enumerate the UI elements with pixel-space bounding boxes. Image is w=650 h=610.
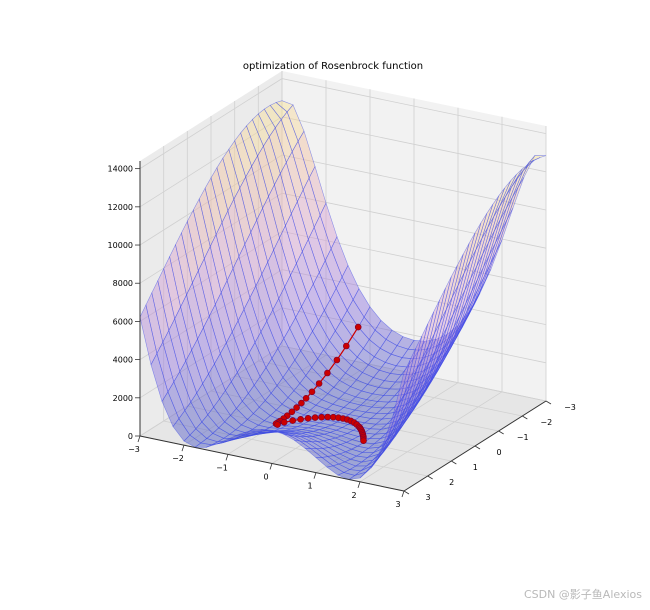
x-tick-label: −3 — [128, 445, 140, 454]
path-point — [293, 404, 300, 411]
x-tick-label: −2 — [172, 454, 184, 463]
x-tick-mark — [181, 445, 185, 452]
y-tick-label: −2 — [540, 418, 552, 427]
z-tick-label: 8000 — [113, 279, 133, 288]
z-tick-label: 12000 — [108, 203, 133, 212]
y-tick-label: 2 — [449, 478, 454, 487]
watermark-text: CSDN @影子鱼Alexios — [523, 588, 642, 601]
axes-grid — [139, 71, 547, 492]
chart-title: optimization of Rosenbrock function — [243, 61, 423, 72]
x-tick-label: 2 — [351, 491, 356, 500]
path-point — [304, 414, 312, 422]
path-point — [289, 417, 297, 424]
path-point — [288, 408, 296, 416]
x-tick-label: 1 — [307, 482, 312, 491]
path-point — [298, 399, 305, 407]
y-tick-mark — [474, 445, 481, 450]
z-tick-label: 14000 — [108, 165, 133, 174]
path-point — [360, 437, 367, 445]
y-tick-mark — [427, 475, 433, 480]
x-tick-label: −1 — [216, 463, 228, 472]
y-tick-mark — [522, 415, 528, 420]
tick-labels: −3 −2 −1 0 1 2 3 −3 −2 −1 0 1 2 3 0 2000 4000 6000 8000 100… — [108, 165, 576, 509]
y-tick-label: 0 — [496, 448, 501, 457]
y-tick-label: 1 — [473, 463, 478, 472]
z-tick-label: 4000 — [113, 356, 133, 365]
y-tick-label: −3 — [564, 403, 576, 412]
grid-line — [139, 230, 547, 322]
surface-mesh — [139, 100, 547, 480]
z-tick-label: 10000 — [108, 241, 133, 250]
x-tick-mark — [401, 490, 405, 498]
path-point — [280, 418, 288, 426]
grid-line — [139, 154, 547, 246]
y-tick-mark — [498, 430, 504, 435]
y-tick-mark — [545, 400, 552, 405]
optimization-path — [272, 323, 367, 445]
x-tick-mark — [137, 435, 141, 443]
x-tick-mark — [225, 454, 229, 461]
path-point — [308, 388, 316, 396]
path-point — [354, 323, 362, 331]
x-tick-mark — [269, 463, 273, 470]
z-tick-label: 0 — [128, 432, 133, 441]
path-point — [324, 369, 331, 377]
x-tick-label: 0 — [263, 473, 268, 482]
surface-patch — [392, 360, 411, 416]
grid-line — [139, 345, 547, 437]
y-tick-mark — [451, 460, 457, 465]
path-point — [318, 413, 325, 421]
path-point — [274, 421, 281, 428]
path-point — [302, 394, 310, 402]
path-point — [324, 413, 332, 421]
y-tick-label: 3 — [425, 493, 430, 502]
z-tick-label: 2000 — [113, 394, 133, 403]
y-tick-mark — [403, 490, 410, 495]
path-point — [311, 414, 319, 421]
path-point — [315, 380, 323, 387]
grid-line — [139, 192, 547, 284]
path-point — [333, 356, 341, 364]
grid-line — [139, 116, 547, 208]
x-tick-mark — [313, 472, 317, 479]
grid-line — [139, 78, 547, 169]
y-tick-label: −1 — [517, 433, 529, 442]
z-tick-label: 6000 — [113, 317, 133, 326]
x-tick-label: 3 — [395, 500, 400, 509]
path-point — [342, 342, 350, 350]
path-point — [297, 415, 304, 423]
x-tick-mark — [357, 481, 361, 488]
